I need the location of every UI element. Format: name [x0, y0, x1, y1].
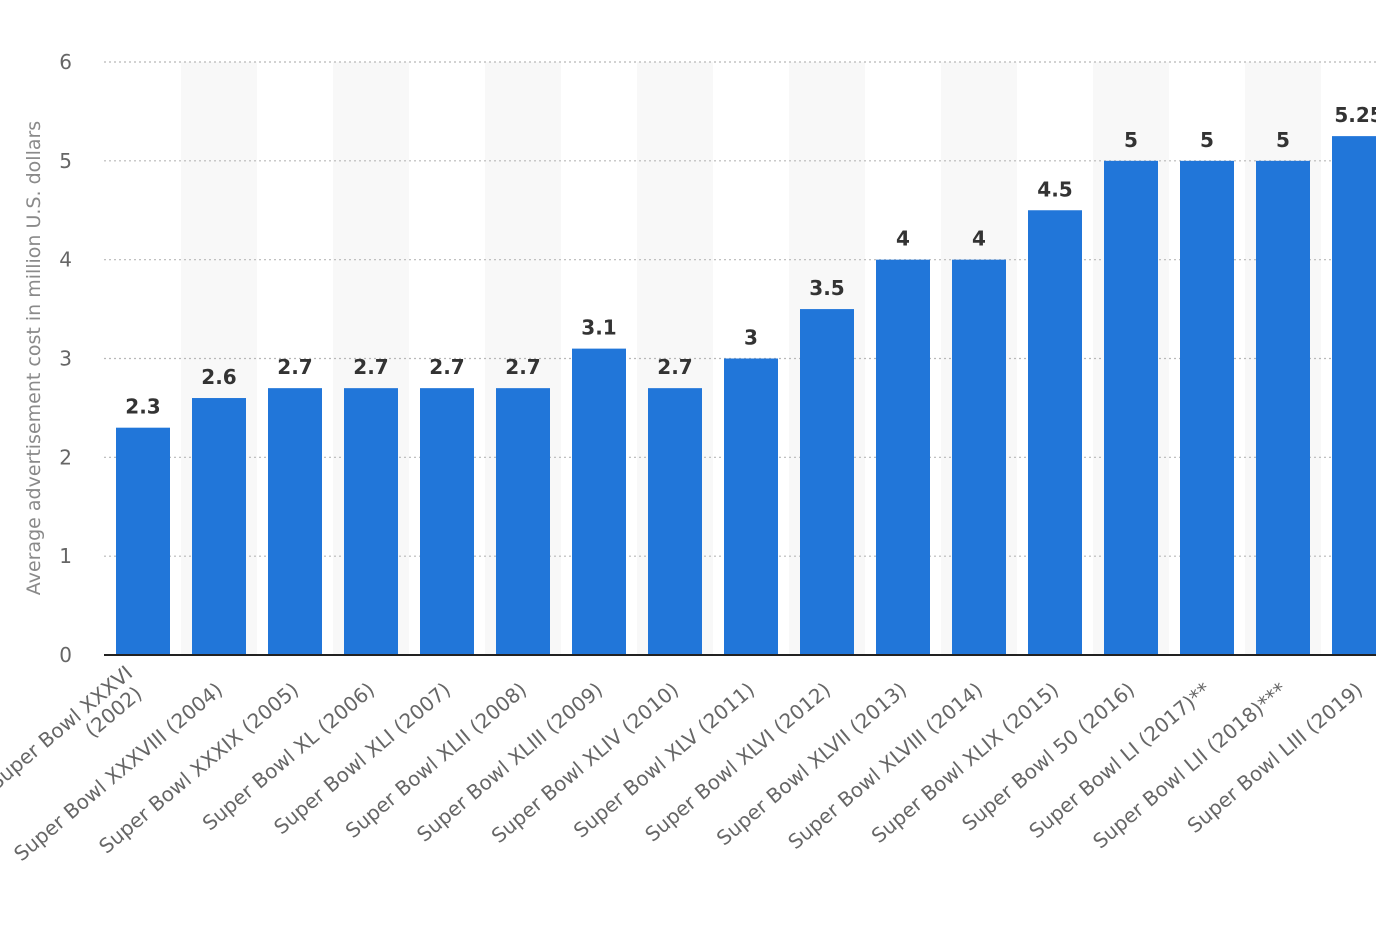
bar — [496, 388, 550, 655]
y-tick-label: 1 — [59, 544, 72, 568]
y-tick-label: 4 — [59, 248, 72, 272]
bar — [572, 348, 626, 655]
x-axis-ticks: Super Bowl XXXVI(2002)Super Bowl XXXVIII… — [0, 661, 1367, 866]
y-tick-label: 6 — [59, 50, 72, 74]
data-label: 5 — [1124, 128, 1138, 152]
data-label: 5.25 — [1334, 103, 1376, 127]
data-labels: 2.3 2.6 2.7 2.7 2.7 2.7 3.1 2.7 3 3.5 4 4 4.5 5 5 5 5.25 — [125, 103, 1376, 419]
data-label: 2.7 — [353, 355, 388, 379]
data-label: 4.5 — [1037, 177, 1072, 201]
data-label: 5 — [1200, 128, 1214, 152]
bar — [952, 259, 1006, 655]
y-tick-label: 3 — [59, 347, 72, 371]
y-tick-label: 5 — [59, 149, 72, 173]
bar — [268, 388, 322, 655]
bar — [1256, 160, 1310, 656]
data-label: 4 — [972, 227, 986, 251]
bar — [1028, 210, 1082, 655]
bar — [648, 388, 702, 655]
data-label: 3.5 — [809, 276, 844, 300]
y-tick-label: 0 — [59, 643, 72, 667]
bar — [1180, 160, 1234, 656]
bar — [116, 427, 170, 655]
bar — [420, 388, 474, 655]
data-label: 2.7 — [505, 355, 540, 379]
bar — [800, 309, 854, 655]
bar — [192, 398, 246, 655]
y-axis-title: Average advertisement cost in million U.… — [23, 121, 45, 595]
bar — [344, 388, 398, 655]
bar — [1332, 136, 1376, 655]
bar — [724, 358, 778, 655]
bar — [1104, 160, 1158, 656]
data-label: 2.3 — [125, 395, 160, 419]
bar — [876, 259, 930, 655]
y-axis-ticks: 0 1 2 3 4 5 6 — [59, 50, 72, 667]
x-tick-label: Super Bowl XXXVI(2002) — [0, 661, 151, 812]
data-label: 2.7 — [657, 355, 692, 379]
data-label: 2.6 — [201, 365, 236, 389]
data-label: 3.1 — [581, 316, 616, 340]
y-tick-label: 2 — [59, 445, 72, 469]
data-label: 3 — [744, 326, 758, 350]
data-label: 4 — [896, 227, 910, 251]
data-label: 2.7 — [277, 355, 312, 379]
bars — [116, 136, 1376, 656]
data-label: 2.7 — [429, 355, 464, 379]
data-label: 5 — [1276, 128, 1290, 152]
